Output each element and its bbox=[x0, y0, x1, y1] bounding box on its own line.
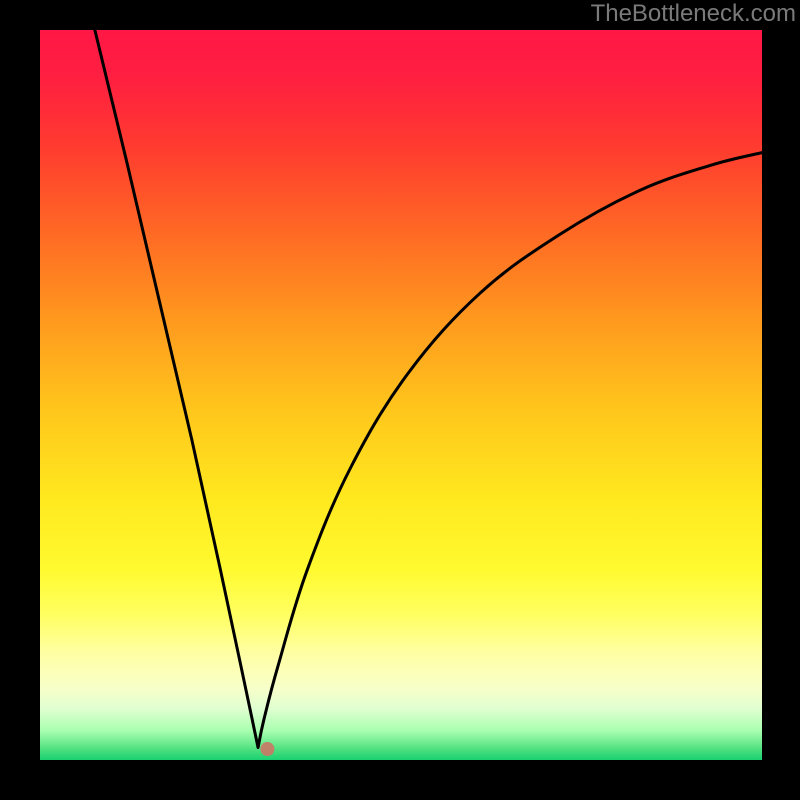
watermark-text: TheBottleneck.com bbox=[591, 0, 796, 28]
root-container: TheBottleneck.com bbox=[0, 0, 800, 800]
gradient-plot-area bbox=[40, 30, 762, 760]
